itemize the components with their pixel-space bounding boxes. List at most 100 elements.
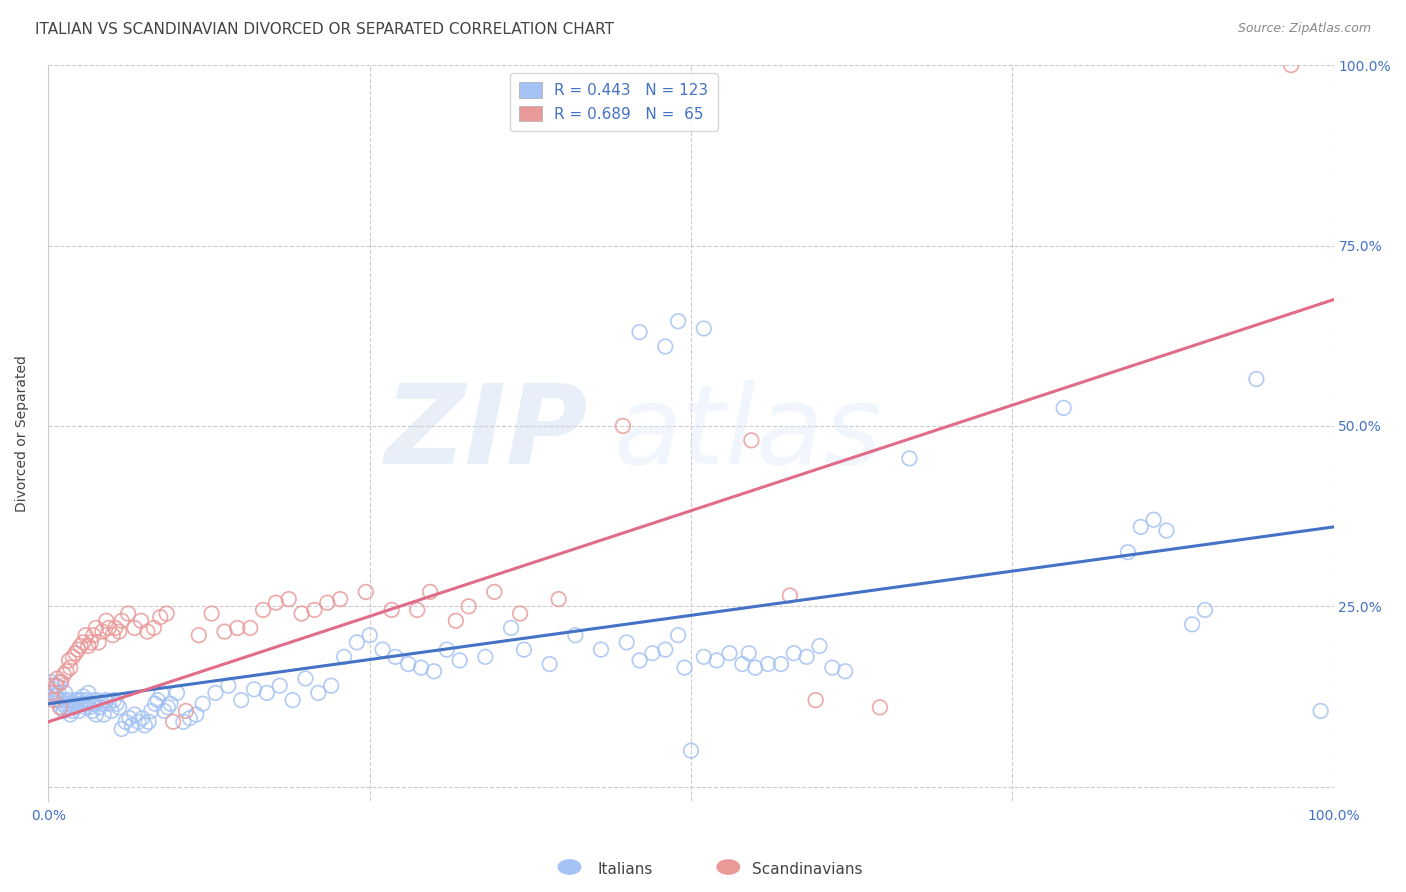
Point <box>187 628 209 642</box>
Point <box>359 628 381 642</box>
Point <box>316 596 339 610</box>
Point <box>307 686 329 700</box>
Point <box>204 686 226 700</box>
Point <box>39 675 62 690</box>
Point <box>779 589 801 603</box>
Point <box>77 639 100 653</box>
Text: ITALIAN VS SCANDINAVIAN DIVORCED OR SEPARATED CORRELATION CHART: ITALIAN VS SCANDINAVIAN DIVORCED OR SEPA… <box>35 22 614 37</box>
Point <box>65 693 87 707</box>
Point <box>499 621 522 635</box>
Point <box>616 635 638 649</box>
Text: Source: ZipAtlas.com: Source: ZipAtlas.com <box>1237 22 1371 36</box>
Point <box>149 610 172 624</box>
Point <box>82 704 104 718</box>
Point <box>84 621 107 635</box>
Legend: R = 0.443   N = 123, R = 0.689   N =  65: R = 0.443 N = 123, R = 0.689 N = 65 <box>510 73 717 131</box>
Point <box>55 700 77 714</box>
Point <box>509 607 531 621</box>
Point <box>252 603 274 617</box>
Point <box>411 660 433 674</box>
Point <box>744 660 766 674</box>
Point <box>75 700 97 714</box>
Point <box>291 607 314 621</box>
Point <box>69 639 91 653</box>
Point <box>141 704 163 718</box>
Point <box>39 686 62 700</box>
Point <box>1053 401 1076 415</box>
Point <box>82 693 104 707</box>
Point <box>371 642 394 657</box>
Point <box>91 697 114 711</box>
Point <box>156 700 179 714</box>
Point <box>131 711 153 725</box>
Point <box>484 585 506 599</box>
Point <box>86 693 108 707</box>
Point <box>150 686 173 700</box>
Text: atlas: atlas <box>614 380 883 487</box>
Point <box>49 700 72 714</box>
Point <box>143 697 166 711</box>
Point <box>474 649 496 664</box>
Point <box>277 592 299 607</box>
Point <box>1142 513 1164 527</box>
Point <box>138 714 160 729</box>
Point <box>513 642 536 657</box>
Point <box>1194 603 1216 617</box>
Point <box>66 693 89 707</box>
Point <box>162 714 184 729</box>
Point <box>769 657 792 671</box>
Point <box>706 653 728 667</box>
Point <box>96 693 118 707</box>
Point <box>52 668 75 682</box>
Point <box>304 603 326 617</box>
Point <box>538 657 561 671</box>
Point <box>174 704 197 718</box>
Point <box>93 707 115 722</box>
Point <box>62 704 84 718</box>
Point <box>146 693 169 707</box>
Point <box>87 635 110 649</box>
Point <box>821 660 844 674</box>
Point <box>45 690 67 704</box>
Point <box>628 653 651 667</box>
Point <box>79 700 101 714</box>
Point <box>72 690 94 704</box>
Point <box>449 653 471 667</box>
Point <box>108 624 131 639</box>
Point <box>718 646 741 660</box>
Point <box>693 321 716 335</box>
Point <box>108 700 131 714</box>
Point <box>42 682 65 697</box>
Point <box>129 614 152 628</box>
Point <box>117 607 139 621</box>
Point <box>89 700 111 714</box>
Point <box>329 592 352 607</box>
Point <box>70 693 93 707</box>
Point <box>105 697 128 711</box>
Point <box>294 672 316 686</box>
Point <box>118 711 141 725</box>
Point <box>45 679 67 693</box>
Point <box>186 707 208 722</box>
Point <box>641 646 664 660</box>
Point <box>156 607 179 621</box>
Point <box>52 697 75 711</box>
Point <box>103 693 125 707</box>
Point <box>740 434 762 448</box>
Point <box>384 649 406 664</box>
Point <box>67 704 90 718</box>
Point <box>796 649 818 664</box>
Point <box>66 642 89 657</box>
Point <box>239 621 262 635</box>
Point <box>73 697 96 711</box>
Point <box>51 675 73 690</box>
Point <box>654 642 676 657</box>
Point <box>52 704 75 718</box>
Point <box>201 607 224 621</box>
Circle shape <box>717 860 740 874</box>
Point <box>396 657 419 671</box>
Point <box>46 679 69 693</box>
Point <box>256 686 278 700</box>
Point <box>66 697 89 711</box>
Point <box>41 679 63 693</box>
